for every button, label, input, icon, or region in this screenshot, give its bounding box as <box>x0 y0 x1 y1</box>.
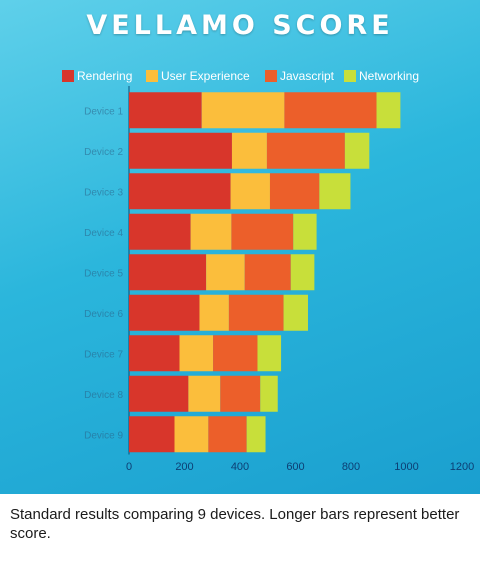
legend-swatch-rendering <box>62 70 74 82</box>
bar-javascript <box>208 416 247 453</box>
bar-user-experience <box>201 92 285 129</box>
legend-label: Networking <box>359 69 419 83</box>
x-tick-label: 200 <box>175 461 193 473</box>
y-tick-label: Device 7 <box>84 349 123 360</box>
legend-swatch-user-experience <box>146 70 158 82</box>
bar-user-experience <box>188 375 221 412</box>
legend-swatch-javascript <box>265 70 277 82</box>
y-tick-label: Device 2 <box>84 147 123 158</box>
bar-rendering <box>129 335 180 372</box>
bar-javascript <box>244 254 291 291</box>
y-tick-label: Device 5 <box>84 268 123 279</box>
x-tick-label: 600 <box>286 461 304 473</box>
bar-javascript <box>231 213 294 250</box>
bar-user-experience <box>206 254 245 291</box>
legend-swatch-networking <box>344 70 356 82</box>
bar-networking <box>260 375 278 412</box>
legend-label: Rendering <box>77 69 132 83</box>
bar-javascript <box>228 294 284 331</box>
bar-javascript <box>220 375 261 412</box>
y-tick-label: Device 8 <box>84 390 123 401</box>
bar-rendering <box>129 294 200 331</box>
bar-rendering <box>129 132 232 169</box>
y-tick-label: Device 9 <box>84 430 123 441</box>
bar-rendering <box>129 92 202 129</box>
bar-networking <box>319 173 351 210</box>
chart-title: VELLAMO SCORE <box>86 10 394 41</box>
bar-javascript <box>269 173 320 210</box>
bar-user-experience <box>190 213 232 250</box>
y-tick-label: Device 4 <box>84 228 123 239</box>
y-tick-label: Device 1 <box>84 106 123 117</box>
bar-user-experience <box>231 132 267 169</box>
y-tick-label: Device 3 <box>84 187 123 198</box>
bar-networking <box>290 254 315 291</box>
bar-networking <box>293 213 317 250</box>
bar-rendering <box>129 173 231 210</box>
bar-networking <box>246 416 266 453</box>
vellamo-bar-chart: Rendering User Experience Javascript Networ… <box>62 69 474 473</box>
x-tick-label: 800 <box>342 461 360 473</box>
bar-user-experience <box>174 416 209 453</box>
bar-networking <box>257 335 282 372</box>
bar-networking <box>283 294 308 331</box>
bar-user-experience <box>230 173 270 210</box>
x-tick-label: 400 <box>231 461 249 473</box>
bar-rendering <box>129 375 189 412</box>
bar-rendering <box>129 416 175 453</box>
bar-rendering <box>129 213 191 250</box>
caption-text: Standard results comparing 9 devices. Lo… <box>10 506 460 542</box>
legend-label: Javascript <box>280 69 335 83</box>
y-tick-label: Device 6 <box>84 309 123 320</box>
bar-user-experience <box>179 335 214 372</box>
x-tick-label: 1000 <box>394 461 418 473</box>
chart-panel: VELLAMO SCORE Rendering User Experience Ja… <box>0 0 480 494</box>
bar-javascript <box>284 92 377 129</box>
x-tick-label: 0 <box>126 461 132 473</box>
x-tick-label: 1200 <box>450 461 474 473</box>
bar-javascript <box>213 335 258 372</box>
bar-networking <box>344 132 370 169</box>
legend-label: User Experience <box>161 69 250 83</box>
bar-user-experience <box>199 294 229 331</box>
bar-rendering <box>129 254 207 291</box>
bar-networking <box>376 92 401 129</box>
bar-javascript <box>266 132 345 169</box>
